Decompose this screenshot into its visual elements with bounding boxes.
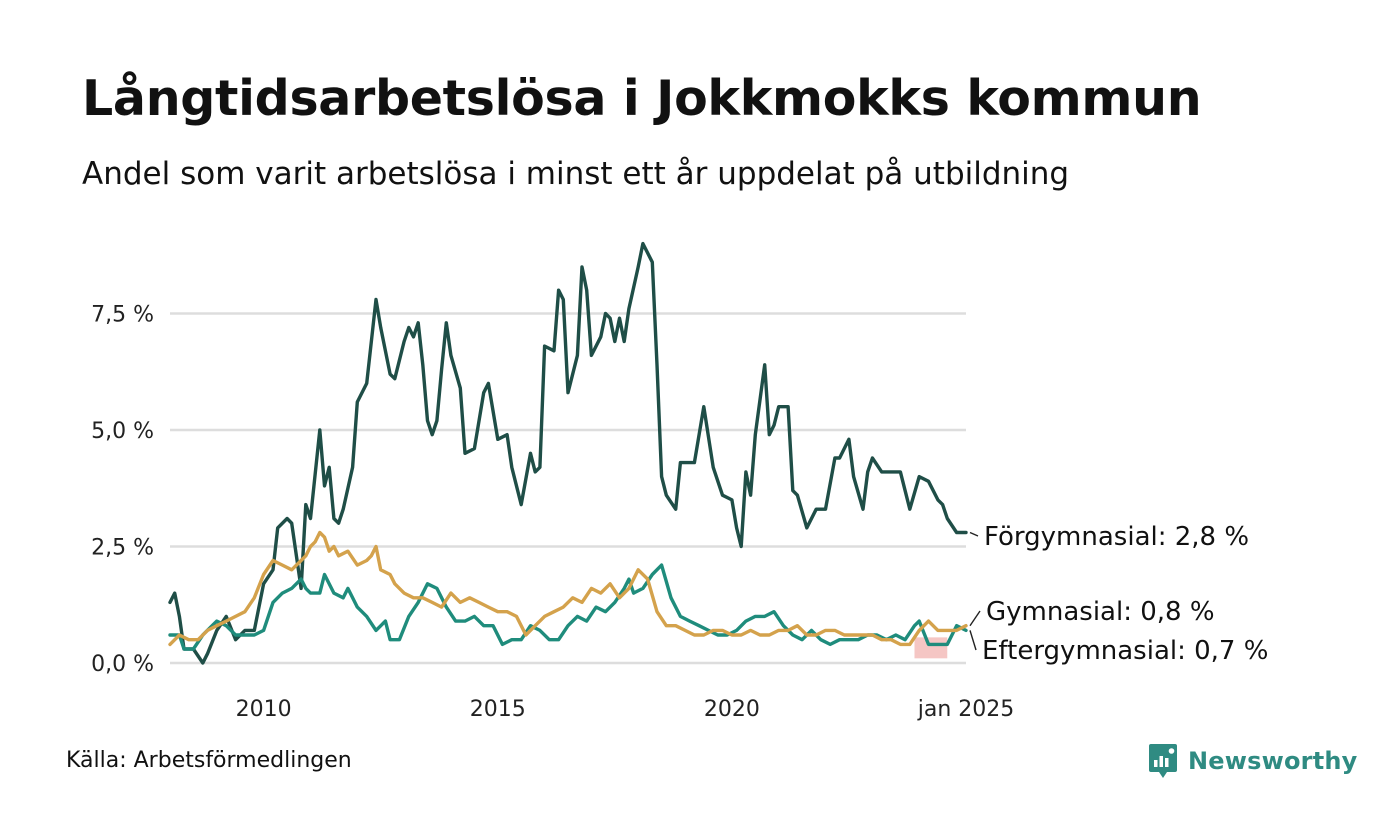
series-lines [168,241,968,665]
y-tick-label: 0,0 % [91,652,154,677]
chart-subtitle: Andel som varit arbetslösa i minst ett å… [82,156,1070,192]
series-line-eftergymnasial [168,563,968,651]
x-tick-label: 2010 [236,697,292,722]
label-leader [969,610,981,627]
series-label: Eftergymnasial: 0,7 % [982,636,1268,666]
y-axis-ticks: 0,0 % 2,5 % 5,0 % 7,5 % [91,303,154,678]
label-leader [969,531,979,537]
highlight-rect [914,637,948,659]
series-label: Förgymnasial: 2,8 % [984,522,1249,552]
x-axis-ticks: 2010 2015 2020 jan 2025 [236,697,1015,722]
brand-logo[interactable]: Newsworthy [1148,742,1358,780]
series-line-gymnasial [168,530,968,647]
series-labels: Förgymnasial: 2,8 % Gymnasial: 0,8 % Efter… [969,522,1268,666]
newsworthy-logo-icon [1149,744,1177,778]
y-tick-label: 7,5 % [91,303,154,328]
chart-title: Långtidsarbetslösa i Jokkmokks kommun [82,70,1202,127]
brand-name: Newsworthy [1188,747,1358,775]
highlight-band [914,637,948,659]
source-note: Källa: Arbetsförmedlingen [66,748,352,773]
label-leader [969,630,977,651]
y-tick-label: 5,0 % [91,419,154,444]
grid-lines [170,312,966,665]
series-label: Gymnasial: 0,8 % [986,597,1215,627]
x-tick-label: 2015 [470,697,526,722]
x-tick-label: 2020 [704,697,760,722]
y-tick-label: 2,5 % [91,536,154,561]
x-tick-label: jan 2025 [917,697,1015,722]
series-line-förgymnasial [168,241,968,665]
